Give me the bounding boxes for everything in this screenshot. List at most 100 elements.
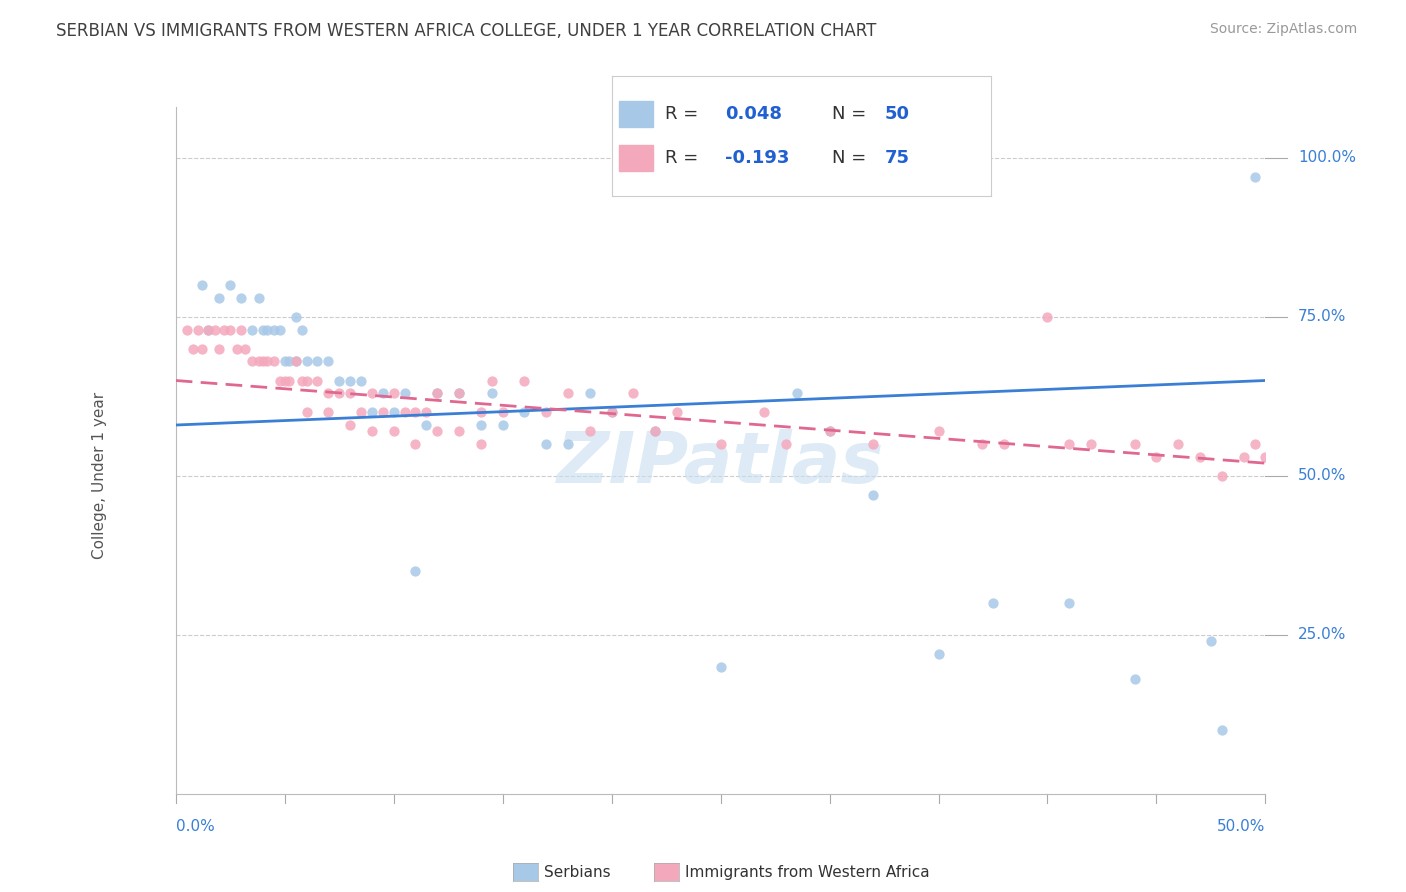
Point bbox=[284, 354, 307, 368]
Point bbox=[247, 291, 270, 305]
Point bbox=[191, 278, 214, 293]
Point bbox=[328, 386, 350, 401]
Point bbox=[274, 374, 297, 388]
Point bbox=[361, 425, 384, 439]
Point bbox=[786, 386, 808, 401]
Point bbox=[318, 405, 340, 419]
Text: 50: 50 bbox=[884, 105, 910, 123]
Point bbox=[928, 647, 950, 661]
Text: Source: ZipAtlas.com: Source: ZipAtlas.com bbox=[1209, 22, 1357, 37]
Point bbox=[447, 386, 470, 401]
Point bbox=[274, 354, 297, 368]
Text: R =: R = bbox=[665, 149, 704, 167]
Point bbox=[191, 342, 214, 356]
Point bbox=[993, 437, 1015, 451]
Point bbox=[350, 405, 373, 419]
Text: -0.193: -0.193 bbox=[725, 149, 790, 167]
Point bbox=[415, 405, 437, 419]
Point bbox=[1059, 437, 1081, 451]
Text: Serbians: Serbians bbox=[544, 865, 610, 880]
Point bbox=[208, 291, 231, 305]
Point bbox=[470, 405, 492, 419]
Point bbox=[1123, 673, 1146, 687]
Point bbox=[447, 386, 470, 401]
Point bbox=[371, 386, 394, 401]
Point bbox=[240, 354, 263, 368]
Point bbox=[263, 323, 285, 337]
Point bbox=[382, 386, 405, 401]
Point bbox=[278, 354, 301, 368]
Point bbox=[361, 386, 384, 401]
Text: Immigrants from Western Africa: Immigrants from Western Africa bbox=[685, 865, 929, 880]
Point bbox=[295, 354, 318, 368]
Point bbox=[225, 342, 247, 356]
Point bbox=[328, 374, 350, 388]
Point bbox=[426, 386, 449, 401]
Point bbox=[247, 354, 270, 368]
Point bbox=[557, 437, 579, 451]
Bar bbox=[619, 102, 654, 127]
Point bbox=[371, 405, 394, 419]
Point bbox=[557, 386, 579, 401]
Text: College, Under 1 year: College, Under 1 year bbox=[91, 392, 107, 559]
Point bbox=[394, 405, 416, 419]
Point bbox=[579, 425, 602, 439]
Point bbox=[981, 596, 1004, 610]
Point bbox=[197, 323, 219, 337]
Point bbox=[1243, 437, 1265, 451]
Point bbox=[1189, 450, 1212, 464]
Point bbox=[278, 374, 301, 388]
Point bbox=[219, 278, 242, 293]
Point bbox=[1199, 634, 1222, 648]
Point bbox=[426, 386, 449, 401]
Point bbox=[513, 405, 536, 419]
Point bbox=[710, 659, 733, 673]
Point bbox=[447, 425, 470, 439]
Point bbox=[263, 354, 285, 368]
Point bbox=[186, 323, 209, 337]
Point bbox=[394, 386, 416, 401]
Point bbox=[600, 405, 623, 419]
Point bbox=[862, 437, 884, 451]
Point bbox=[197, 323, 219, 337]
Point bbox=[1233, 450, 1256, 464]
Point bbox=[235, 342, 257, 356]
Text: 25.0%: 25.0% bbox=[1298, 627, 1347, 642]
Text: 100.0%: 100.0% bbox=[1298, 151, 1357, 165]
Point bbox=[470, 417, 492, 432]
Point bbox=[972, 437, 994, 451]
Point bbox=[307, 374, 329, 388]
Point bbox=[284, 310, 307, 324]
Text: N =: N = bbox=[832, 105, 872, 123]
Point bbox=[318, 386, 340, 401]
Point bbox=[269, 323, 291, 337]
Text: ZIPatlas: ZIPatlas bbox=[557, 429, 884, 498]
Point bbox=[1243, 169, 1265, 184]
Point bbox=[405, 405, 427, 419]
Point bbox=[1211, 723, 1233, 738]
Point bbox=[295, 374, 318, 388]
Point bbox=[1146, 450, 1168, 464]
Text: 75: 75 bbox=[884, 149, 910, 167]
Point bbox=[470, 437, 492, 451]
Point bbox=[534, 405, 557, 419]
Point bbox=[666, 405, 689, 419]
Point bbox=[621, 386, 644, 401]
Point bbox=[339, 386, 361, 401]
Point bbox=[382, 405, 405, 419]
Point bbox=[818, 425, 841, 439]
Point bbox=[284, 354, 307, 368]
Bar bbox=[619, 145, 654, 170]
Point bbox=[252, 354, 274, 368]
Point bbox=[492, 405, 515, 419]
Point bbox=[513, 374, 536, 388]
Point bbox=[204, 323, 226, 337]
Text: R =: R = bbox=[665, 105, 704, 123]
Point bbox=[710, 437, 733, 451]
Point bbox=[231, 291, 253, 305]
Point bbox=[339, 374, 361, 388]
Point bbox=[1059, 596, 1081, 610]
Point bbox=[754, 405, 776, 419]
Point bbox=[1123, 437, 1146, 451]
Point bbox=[1036, 310, 1059, 324]
